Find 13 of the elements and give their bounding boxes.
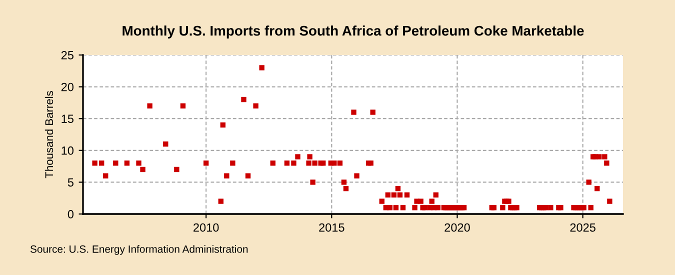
x-tick-label: 2020 xyxy=(444,223,470,232)
x-tick-label: 2010 xyxy=(194,223,219,232)
y-tick-label: 5 xyxy=(68,178,74,187)
y-tick-label: 0 xyxy=(68,210,74,218)
y-tick-label: 20 xyxy=(61,82,74,92)
y-tick-label: 10 xyxy=(62,146,74,155)
y-axis-title: Thousand Barrels xyxy=(44,91,54,178)
y-tick-label: 15 xyxy=(62,114,74,123)
source-note: Source: U.S. Energy Information Administration xyxy=(30,245,248,255)
x-tick-label: 2025 xyxy=(570,223,596,232)
y-tick-label: 25 xyxy=(61,51,74,60)
x-tick-label: 2015 xyxy=(319,223,344,232)
chart-title: Monthly U.S. Imports from South Africa of Petroleum Coke Marketable xyxy=(122,25,584,38)
